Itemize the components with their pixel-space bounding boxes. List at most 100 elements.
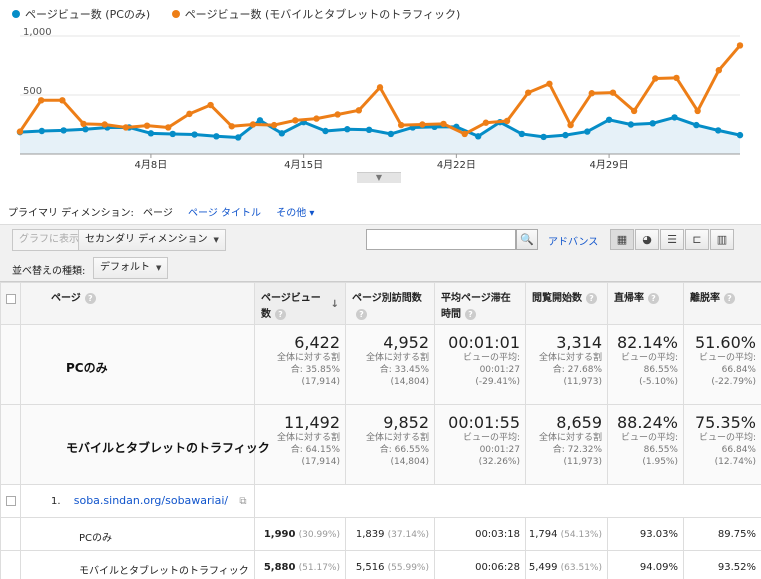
header-exit-rate-label: 離脱率 bbox=[690, 293, 720, 304]
metric-value: 75.35% bbox=[694, 413, 756, 432]
series-mobile-point bbox=[249, 121, 257, 128]
series-mobile-point bbox=[143, 122, 151, 129]
header-pageviews-label: ページビュー数 bbox=[261, 293, 321, 320]
metric-value: 00:01:01 bbox=[448, 333, 520, 352]
metric-cell: 75.35% ビューの平均: 66.84% (12.74%) bbox=[683, 404, 761, 485]
header-unique-pageviews[interactable]: ページ別訪問数? bbox=[345, 282, 435, 325]
metric-note: (-5.10%) bbox=[639, 377, 678, 387]
metric-value: 3,314 bbox=[556, 333, 602, 352]
header-avg-time[interactable]: 平均ページ滞在時間? bbox=[434, 282, 526, 325]
series-mobile-point bbox=[186, 110, 193, 118]
metric-note: 86.55% bbox=[643, 365, 678, 375]
entrances-cell: 1,794 (54.13%) bbox=[525, 517, 608, 551]
metric-note: (14,804) bbox=[390, 377, 429, 387]
metric-note: (-22.79%) bbox=[711, 377, 756, 387]
series-pc-point bbox=[169, 130, 176, 138]
series-mobile-point bbox=[59, 97, 66, 104]
header-bounce-rate[interactable]: 直帰率? bbox=[607, 282, 684, 325]
pageviews-pct: (51.17%) bbox=[298, 563, 340, 573]
metric-note: (11,973) bbox=[563, 457, 602, 467]
pivot-icon: ▥ bbox=[716, 233, 728, 246]
metric-note: 00:01:27 bbox=[479, 365, 520, 375]
legend-label-mobile: ページビュー数 (モバイルとタブレットのトラフィック) bbox=[184, 8, 461, 21]
series-pc-point bbox=[649, 120, 656, 127]
help-icon[interactable]: ? bbox=[275, 308, 286, 320]
metric-cell: 4,952 全体に対する割 合: 33.45% (14,804) bbox=[345, 324, 435, 405]
series-pc-point bbox=[671, 114, 678, 121]
view-pie-button[interactable]: ◕ bbox=[635, 229, 659, 250]
x-tick-label: 4月22日 bbox=[437, 159, 476, 171]
series-pc-point bbox=[714, 127, 722, 134]
header-pageviews[interactable]: ↓ ページビュー数? bbox=[254, 282, 346, 325]
visits-cell: 5,516 (55.99%) bbox=[345, 550, 435, 579]
table-search-input[interactable] bbox=[366, 229, 516, 250]
series-mobile-point bbox=[461, 130, 468, 138]
advanced-filter-link[interactable]: アドバンス bbox=[548, 237, 599, 248]
help-icon[interactable]: ? bbox=[586, 292, 597, 304]
header-page[interactable]: ページ? bbox=[20, 282, 255, 325]
legend-item-pc[interactable]: ページビュー数 (PCのみ) bbox=[12, 8, 150, 21]
series-mobile-point bbox=[736, 42, 744, 49]
secondary-dimension-dropdown[interactable]: セカンダリ ディメンション ▼ bbox=[78, 229, 226, 251]
x-tick-label: 4月8日 bbox=[135, 159, 168, 171]
help-icon[interactable]: ? bbox=[648, 292, 659, 304]
dimension-other-link[interactable]: その他 ▾ bbox=[276, 208, 315, 219]
series-pc-point bbox=[518, 130, 526, 138]
help-icon[interactable]: ? bbox=[465, 308, 476, 320]
series-mobile-point bbox=[567, 121, 574, 129]
legend-item-mobile[interactable]: ページビュー数 (モバイルとタブレットのトラフィック) bbox=[171, 8, 461, 21]
table-row: 1. soba.sindan.org/sobawariai/ ⧉ bbox=[0, 484, 761, 518]
header-page-label: ページ bbox=[51, 293, 81, 304]
series-mobile-point bbox=[609, 89, 617, 96]
metric-note: 合: 66.55% bbox=[379, 445, 429, 455]
series-mobile-point bbox=[355, 107, 363, 114]
sort-type-dropdown[interactable]: デフォルト ▼ bbox=[93, 257, 169, 279]
series-pc-point bbox=[540, 133, 547, 141]
sort-toolbar: 並べ替えの種類: デフォルト ▼ bbox=[0, 254, 761, 282]
series-pc-point bbox=[213, 133, 220, 140]
metric-note: 全体に対する割 bbox=[276, 433, 340, 443]
metric-note: 合: 72.32% bbox=[552, 445, 602, 455]
secondary-dimension-label: セカンダリ ディメンション bbox=[85, 234, 208, 245]
segment-row-mobile: モバイルとタブレットのトラフィック 11,492 全体に対する割 合: 64.15%… bbox=[0, 404, 761, 485]
view-performance-button[interactable]: ☰ bbox=[660, 229, 684, 250]
visits-pct: (37.14%) bbox=[387, 530, 429, 540]
header-exit-rate[interactable]: 離脱率? bbox=[683, 282, 761, 325]
help-icon[interactable]: ? bbox=[724, 292, 735, 304]
metric-note: (12.74%) bbox=[714, 457, 756, 467]
collapse-chart-button[interactable]: ▼ bbox=[357, 172, 401, 183]
search-icon: 🔍 bbox=[520, 233, 534, 246]
row-checkbox[interactable] bbox=[6, 496, 16, 506]
legend-label-pc: ページビュー数 (PCのみ) bbox=[25, 8, 151, 21]
metric-note: 00:01:27 bbox=[479, 445, 520, 455]
page-url-link[interactable]: soba.sindan.org/sobawariai/ bbox=[73, 494, 229, 507]
metric-cell: 6,422 全体に対する割 合: 35.85% (17,914) bbox=[254, 324, 346, 405]
series-mobile-point bbox=[207, 101, 214, 109]
pageviews-cell: 5,880 (51.17%) bbox=[254, 550, 346, 579]
series-pc-dot-icon bbox=[12, 10, 20, 18]
header-entrances[interactable]: 閲覧開始数? bbox=[525, 282, 608, 325]
pageviews-cell: 1,990 (30.99%) bbox=[254, 517, 346, 551]
metric-note: (-29.41%) bbox=[475, 377, 520, 387]
metric-note: 全体に対する割 bbox=[538, 353, 602, 363]
segment-name: PCのみ bbox=[20, 324, 255, 405]
series-mobile-point bbox=[440, 120, 447, 128]
help-icon[interactable]: ? bbox=[84, 292, 96, 304]
segment-name: モバイルとタブレットのトラフィック bbox=[20, 404, 270, 485]
view-table-button[interactable]: ▦ bbox=[610, 229, 634, 250]
external-link-icon[interactable]: ⧉ bbox=[239, 496, 247, 507]
dimension-page-title-link[interactable]: ページ タイトル bbox=[188, 208, 262, 219]
plot-rows-button[interactable]: グラフに表示 bbox=[12, 229, 86, 251]
view-comparison-button[interactable]: ⊏ bbox=[685, 229, 709, 250]
sort-type-label: 並べ替えの種類: bbox=[12, 266, 86, 277]
select-all-cell bbox=[0, 282, 21, 325]
series-mobile-point bbox=[525, 89, 532, 96]
view-pivot-button[interactable]: ▥ bbox=[710, 229, 734, 250]
select-all-checkbox[interactable] bbox=[6, 294, 16, 304]
primary-dimension-label: プライマリ ディメンション: bbox=[8, 208, 134, 219]
metric-note: 86.55% bbox=[643, 445, 678, 455]
sort-descending-icon: ↓ bbox=[330, 299, 339, 310]
search-button[interactable]: 🔍 bbox=[516, 229, 538, 250]
help-icon[interactable]: ? bbox=[356, 308, 367, 320]
metric-cell: 9,852 全体に対する割 合: 66.55% (14,804) bbox=[345, 404, 435, 485]
